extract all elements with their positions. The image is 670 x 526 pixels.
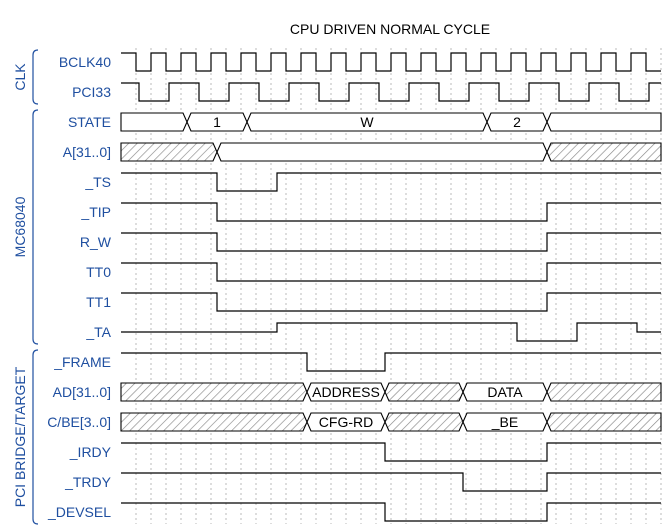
bus-segment-a-31-0 — [546, 142, 662, 162]
waveform-r-w — [121, 232, 661, 252]
signal-label-c-be-3-0: C/BE[3..0] — [47, 414, 111, 430]
waveform-tt1 — [121, 292, 661, 312]
signal-label-tt0: TT0 — [86, 264, 111, 280]
waveform-ta — [121, 322, 661, 342]
bus-value-data: DATA — [487, 384, 523, 400]
bus-segment-ad-31-0 — [546, 382, 662, 402]
signal-label-tt1: TT1 — [86, 294, 111, 310]
bus-segment-state — [546, 112, 662, 132]
signal-label-trdy: _TRDY — [64, 474, 112, 490]
group-bracket-pci-bridge-target — [32, 349, 39, 525]
bus-segment-ad-31-0 — [120, 382, 308, 402]
group-label-mc68040: MC68040 — [12, 196, 28, 257]
bus-segment-a-31-0 — [216, 142, 548, 162]
bus-segment-state — [120, 112, 188, 132]
signal-label-a-31-0: A[31..0] — [63, 144, 111, 160]
waveform-pci33 — [121, 82, 661, 102]
bus-segment-c-be-3-0 — [120, 412, 308, 432]
bus-segment-c-be-3-0 — [384, 412, 464, 432]
signal-labels: BCLK40 PCI33 STATE A[31..0] _TS _TIP R_W TT0 TT1… — [47, 54, 112, 520]
signal-label-r-w: R_W — [80, 234, 112, 250]
signal-label-irdy: _IRDY — [69, 444, 112, 460]
bus-segment-a-31-0 — [120, 142, 218, 162]
signal-label-pci33: PCI33 — [72, 84, 111, 100]
group-label-clk: CLK — [12, 63, 28, 91]
signal-label-state: STATE — [68, 114, 111, 130]
waveform-ts — [121, 172, 661, 192]
waveform-frame — [121, 352, 661, 372]
bus-value-cfg-rd: CFG-RD — [319, 414, 373, 430]
signal-label-tip: _TIP — [80, 204, 111, 220]
time-gridlines — [135, 48, 662, 524]
bus-segment-ad-31-0 — [384, 382, 464, 402]
signal-label-bclk40: BCLK40 — [59, 54, 111, 70]
bus-value-address: ADDRESS — [312, 384, 380, 400]
waveform-devsel — [121, 502, 661, 522]
signal-label-ts: _TS — [84, 174, 111, 190]
waveform-tip — [121, 202, 661, 222]
bus-value-2: 2 — [513, 114, 521, 130]
signal-label-devsel: _DEVSEL — [47, 504, 111, 520]
bus-segment-c-be-3-0 — [546, 412, 662, 432]
signal-label-frame: _FRAME — [53, 354, 111, 370]
group-label-pci-bridge-target: PCI BRIDGE/TARGET — [12, 366, 28, 507]
bus-value-1: 1 — [213, 114, 221, 130]
signal-waveforms: 1 W 2 ADDRESS DATA CFG-RD _BE — [120, 52, 662, 522]
waveform-irdy — [121, 442, 661, 462]
group-brackets: CLK MC68040 PCI BRIDGE/TARGET — [12, 49, 39, 525]
group-bracket-mc68040 — [32, 109, 39, 345]
waveform-bclk40 — [121, 52, 661, 72]
diagram-title: CPU DRIVEN NORMAL CYCLE — [290, 21, 490, 37]
bus-value-w: W — [360, 114, 374, 130]
group-bracket-clk — [32, 49, 39, 105]
signal-label-ta: _TA — [85, 324, 111, 340]
bus-value-be: _BE — [491, 414, 518, 430]
waveform-trdy — [121, 472, 661, 492]
signal-label-ad-31-0: AD[31..0] — [53, 384, 111, 400]
waveform-tt0 — [121, 262, 661, 282]
